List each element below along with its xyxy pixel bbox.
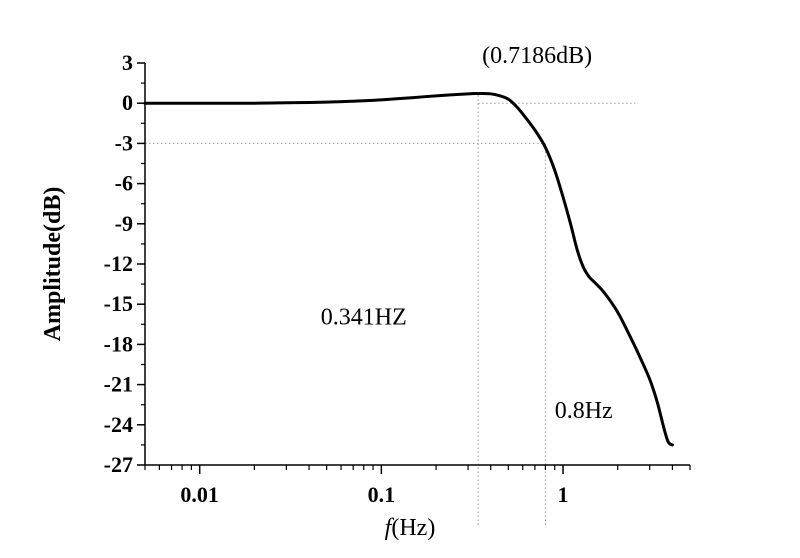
x-axis-label-unit: (Hz): [391, 515, 435, 541]
y-tick-label: -12: [104, 251, 133, 276]
y-tick-label: -18: [104, 331, 133, 356]
y-axis-label: Amplitude(dB): [40, 187, 66, 342]
annotations: (0.7186dB) 0.341HZ 0.8Hz: [321, 43, 613, 424]
y-tick-label: 3: [122, 50, 133, 75]
y-ticks: 3 0 -3 -6 -9 -12 -15 -18 -21 -24 -27: [104, 50, 145, 477]
x-tick-label: 0.01: [180, 482, 219, 507]
y-tick-label: -6: [115, 171, 133, 196]
guide-lines: [145, 93, 636, 525]
y-tick-label: -3: [115, 130, 133, 155]
annotation-f341: 0.341HZ: [321, 304, 407, 330]
y-tick-label: -15: [104, 291, 133, 316]
x-axis-label: f(Hz): [385, 515, 436, 541]
y-tick-label: -21: [104, 372, 133, 397]
y-tick-label: -9: [115, 211, 133, 236]
annotation-peak: (0.7186dB): [482, 43, 592, 69]
y-tick-label: -24: [104, 412, 133, 437]
annotation-f08: 0.8Hz: [555, 398, 613, 424]
y-tick-label: -27: [104, 452, 133, 477]
x-ticks: 0.01 0.1 1: [144, 465, 691, 507]
y-tick-label: 0: [122, 90, 133, 115]
x-axis-label-symbol: f: [385, 515, 395, 541]
amplitude-series-line: [143, 92, 674, 447]
x-tick-label: 0.1: [368, 482, 396, 507]
x-tick-label: 1: [558, 482, 569, 507]
